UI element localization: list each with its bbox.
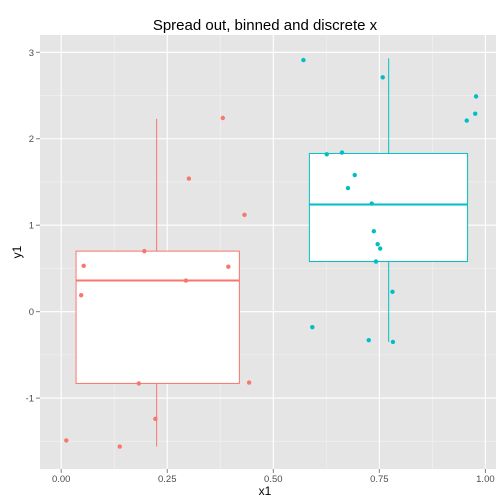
- x-axis-ticks: 0.00 0.25 0.50 0.75 1.00: [52, 469, 495, 485]
- data-point: [153, 416, 158, 422]
- boxplot: [308, 58, 469, 342]
- data-point: [366, 337, 371, 343]
- box: [75, 250, 240, 384]
- y-axis-label: y1: [10, 245, 24, 258]
- data-point: [380, 75, 385, 80]
- data-point: [473, 111, 478, 116]
- x-axis-label: x1: [259, 484, 272, 498]
- y-tick-label: 0: [29, 307, 34, 318]
- data-point: [310, 325, 315, 330]
- x-tick-label: 0.25: [158, 474, 177, 485]
- data-point: [324, 152, 329, 157]
- box: [308, 152, 469, 263]
- data-point: [464, 118, 469, 123]
- data-point: [246, 380, 252, 385]
- data-point: [390, 339, 396, 345]
- x-tick-label: 0.00: [52, 474, 71, 485]
- data-point: [301, 57, 306, 63]
- data-point: [377, 246, 383, 251]
- data-point: [375, 242, 380, 247]
- data-point: [345, 185, 351, 191]
- data-point: [136, 381, 142, 386]
- data-point: [373, 259, 379, 264]
- data-point: [183, 278, 189, 283]
- data-points: [64, 57, 479, 449]
- x-tick-label: 1.00: [476, 474, 495, 485]
- data-point: [117, 444, 122, 449]
- data-point: [371, 229, 377, 234]
- data-point: [142, 248, 147, 254]
- x-tick-label: 0.75: [370, 474, 389, 485]
- data-point: [64, 438, 69, 443]
- data-point: [339, 150, 345, 155]
- data-point: [78, 293, 84, 298]
- boxplot: [75, 118, 240, 447]
- y-axis-ticks: -1 0 1 2 3: [26, 48, 40, 405]
- data-point: [352, 172, 357, 178]
- y-tick-label: 3: [29, 48, 34, 59]
- chart-title: Spread out, binned and discrete x: [153, 17, 378, 34]
- data-point: [473, 94, 479, 99]
- y-tick-label: -1: [26, 394, 34, 405]
- data-point: [220, 115, 226, 121]
- boxplots: [75, 58, 469, 447]
- data-point: [226, 264, 231, 269]
- data-point: [242, 212, 247, 218]
- y-tick-label: 2: [29, 134, 34, 145]
- data-point: [186, 176, 192, 181]
- data-point: [81, 263, 86, 269]
- data-point: [369, 201, 374, 206]
- y-tick-label: 1: [29, 221, 34, 232]
- data-point: [390, 289, 395, 294]
- x-tick-label: 0.50: [264, 474, 283, 485]
